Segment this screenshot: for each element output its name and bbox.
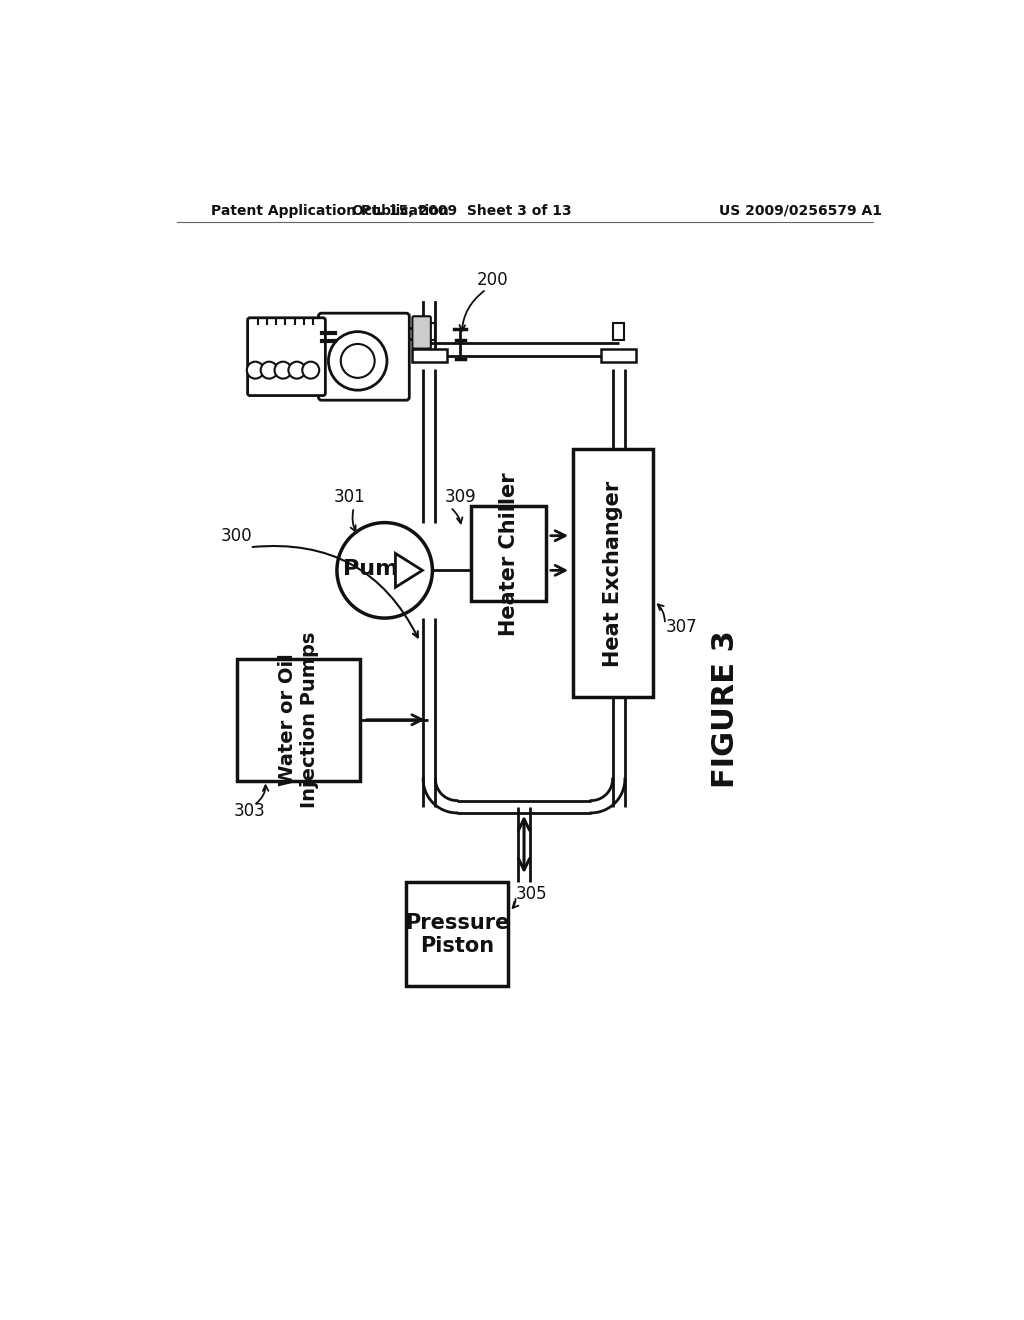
Text: Water or Oil
Injection Pumps: Water or Oil Injection Pumps <box>278 631 318 808</box>
Text: Heater Chiller: Heater Chiller <box>499 473 518 636</box>
Text: Heat Exchanger: Heat Exchanger <box>602 480 623 667</box>
Text: 301: 301 <box>334 488 366 506</box>
FancyBboxPatch shape <box>407 882 508 986</box>
Text: 305: 305 <box>515 884 547 903</box>
Text: Pump: Pump <box>343 558 414 578</box>
Text: US 2009/0256579 A1: US 2009/0256579 A1 <box>719 203 882 218</box>
Text: 309: 309 <box>444 488 476 506</box>
FancyBboxPatch shape <box>601 350 637 362</box>
Circle shape <box>329 331 387 391</box>
Polygon shape <box>395 553 422 587</box>
FancyBboxPatch shape <box>412 350 447 362</box>
Circle shape <box>261 362 278 379</box>
Circle shape <box>289 362 305 379</box>
Text: Pressure
Piston: Pressure Piston <box>404 912 509 956</box>
FancyBboxPatch shape <box>318 313 410 400</box>
FancyBboxPatch shape <box>572 449 652 697</box>
FancyBboxPatch shape <box>613 323 625 341</box>
Text: FIGURE 3: FIGURE 3 <box>711 630 739 788</box>
Circle shape <box>274 362 292 379</box>
FancyBboxPatch shape <box>413 317 431 348</box>
Text: 300: 300 <box>221 527 253 545</box>
Text: 200: 200 <box>476 271 508 289</box>
FancyBboxPatch shape <box>248 318 326 396</box>
Circle shape <box>341 345 375 378</box>
Circle shape <box>337 523 432 618</box>
Circle shape <box>247 362 264 379</box>
FancyBboxPatch shape <box>471 507 547 601</box>
Circle shape <box>302 362 319 379</box>
FancyBboxPatch shape <box>424 323 435 341</box>
Text: 303: 303 <box>234 803 266 820</box>
Text: Oct. 15, 2009  Sheet 3 of 13: Oct. 15, 2009 Sheet 3 of 13 <box>352 203 571 218</box>
Text: Patent Application Publication: Patent Application Publication <box>211 203 450 218</box>
Text: 307: 307 <box>666 618 697 635</box>
FancyBboxPatch shape <box>237 659 360 780</box>
